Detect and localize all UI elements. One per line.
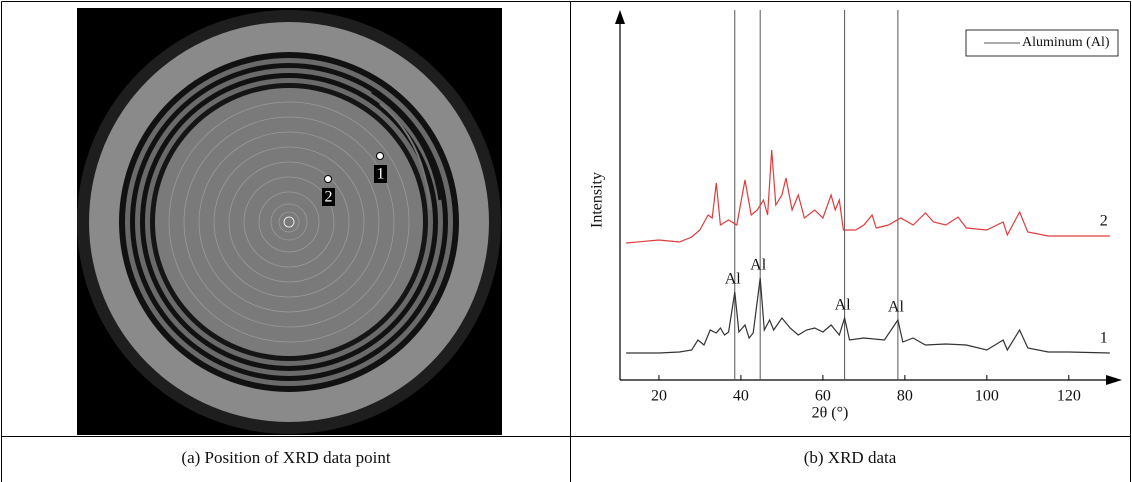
x-arrow	[1106, 375, 1122, 385]
x-tick-label: 40	[733, 388, 749, 405]
y-arrow	[615, 10, 625, 24]
x-axis-title: 2θ (°)	[812, 405, 849, 422]
peak-label: Al	[835, 297, 852, 314]
x-tick-label: 120	[1057, 388, 1081, 405]
x-tick-label: 60	[815, 388, 831, 405]
series-line	[626, 149, 1110, 244]
x-tick-label: 80	[897, 388, 913, 405]
caption: (a) Position of XRD data point	[181, 448, 390, 467]
peak-label: Al	[725, 271, 742, 288]
peak-label: Al	[750, 257, 767, 274]
xrd-chart: 2θ (°) Intensity 20 40 60 80 100 120 Al Al Al Al A…	[589, 10, 1122, 422]
legend-label: Aluminum (Al)	[1022, 35, 1110, 50]
point-label: 2	[325, 189, 333, 206]
ct-image: 1 2	[77, 8, 502, 435]
point-label: 1	[377, 166, 385, 183]
caption: (b) XRD data	[804, 448, 897, 467]
peak-label: Al	[888, 299, 905, 316]
x-tick-label: 20	[651, 388, 667, 405]
series-label: 1	[1100, 330, 1108, 347]
x-tick-label: 100	[975, 388, 999, 405]
series-label: 2	[1100, 213, 1108, 230]
series-line	[626, 277, 1110, 354]
y-axis-title: Intensity	[589, 172, 606, 228]
